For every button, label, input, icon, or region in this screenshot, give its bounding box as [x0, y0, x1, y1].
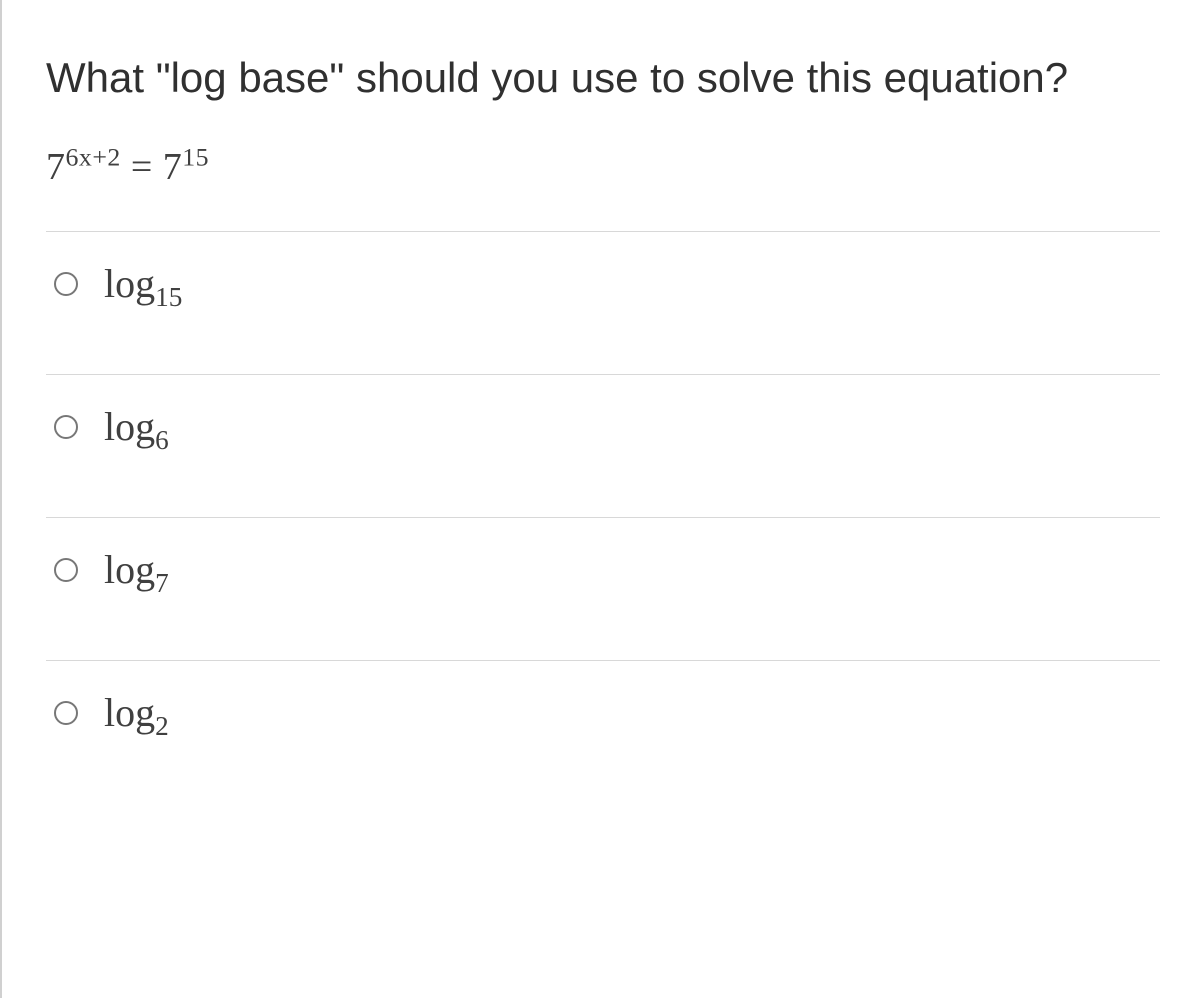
question-frame: What "log base" should you use to solve … — [0, 0, 1200, 998]
option-label: log2 — [104, 693, 169, 733]
option-prefix: log — [104, 690, 155, 735]
equation-left-exp: 6x+2 — [66, 142, 121, 171]
question-equation: 76x+2 = 715 — [46, 145, 1160, 189]
answer-option[interactable]: log2 — [46, 661, 1160, 803]
answer-option[interactable]: log7 — [46, 518, 1160, 661]
answer-option[interactable]: log15 — [46, 232, 1160, 375]
equation-left-base: 7 — [46, 146, 66, 188]
radio-icon — [54, 415, 78, 439]
option-prefix: log — [104, 404, 155, 449]
question-text: What "log base" should you use to solve … — [46, 50, 1160, 107]
option-label: log7 — [104, 550, 169, 590]
option-sub: 2 — [155, 711, 169, 741]
equation-equals: = — [121, 146, 163, 188]
option-prefix: log — [104, 261, 155, 306]
radio-icon — [54, 272, 78, 296]
option-sub: 15 — [155, 282, 182, 312]
option-prefix: log — [104, 547, 155, 592]
option-label: log15 — [104, 264, 182, 304]
option-label: log6 — [104, 407, 169, 447]
equation-right-base: 7 — [163, 146, 183, 188]
answer-options: log15 log6 log7 log2 — [46, 231, 1160, 803]
radio-icon — [54, 558, 78, 582]
option-sub: 6 — [155, 425, 169, 455]
answer-option[interactable]: log6 — [46, 375, 1160, 518]
equation-right-exp: 15 — [182, 142, 209, 171]
radio-icon — [54, 701, 78, 725]
option-sub: 7 — [155, 568, 169, 598]
